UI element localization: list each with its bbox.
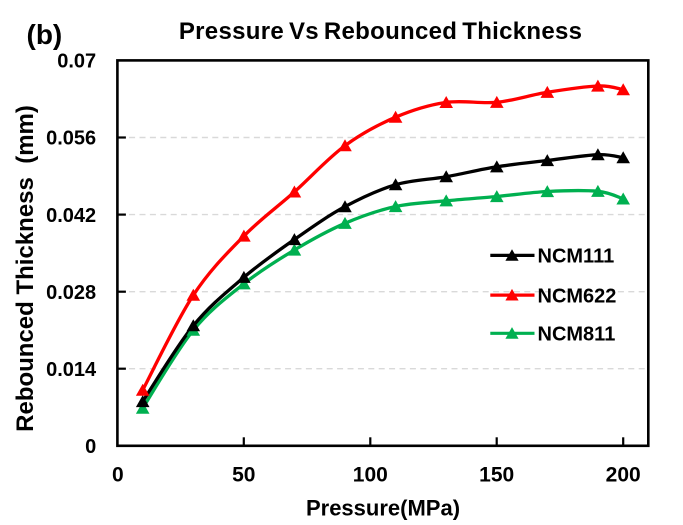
- svg-text:50: 50: [232, 464, 255, 487]
- svg-text:Pressure(MPa): Pressure(MPa): [306, 496, 460, 521]
- svg-text:0: 0: [85, 436, 96, 458]
- svg-text:NCM622: NCM622: [538, 285, 617, 307]
- svg-text:200: 200: [606, 464, 641, 487]
- svg-text:(b): (b): [27, 19, 63, 50]
- svg-text:0.056: 0.056: [46, 128, 96, 150]
- svg-text:150: 150: [479, 464, 514, 487]
- svg-text:Pressure Vs Rebounced Thicknes: Pressure Vs Rebounced Thickness: [179, 18, 582, 45]
- svg-text:0.028: 0.028: [46, 282, 96, 304]
- svg-text:0.07: 0.07: [57, 51, 96, 73]
- svg-text:100: 100: [353, 464, 388, 487]
- svg-text:Rebounced Thickness (mm): Rebounced Thickness (mm): [12, 105, 39, 432]
- svg-text:NCM811: NCM811: [538, 324, 616, 346]
- svg-text:0.014: 0.014: [46, 359, 97, 381]
- svg-text:0: 0: [112, 464, 124, 487]
- svg-text:NCM111: NCM111: [538, 246, 615, 268]
- svg-text:0.042: 0.042: [46, 205, 96, 227]
